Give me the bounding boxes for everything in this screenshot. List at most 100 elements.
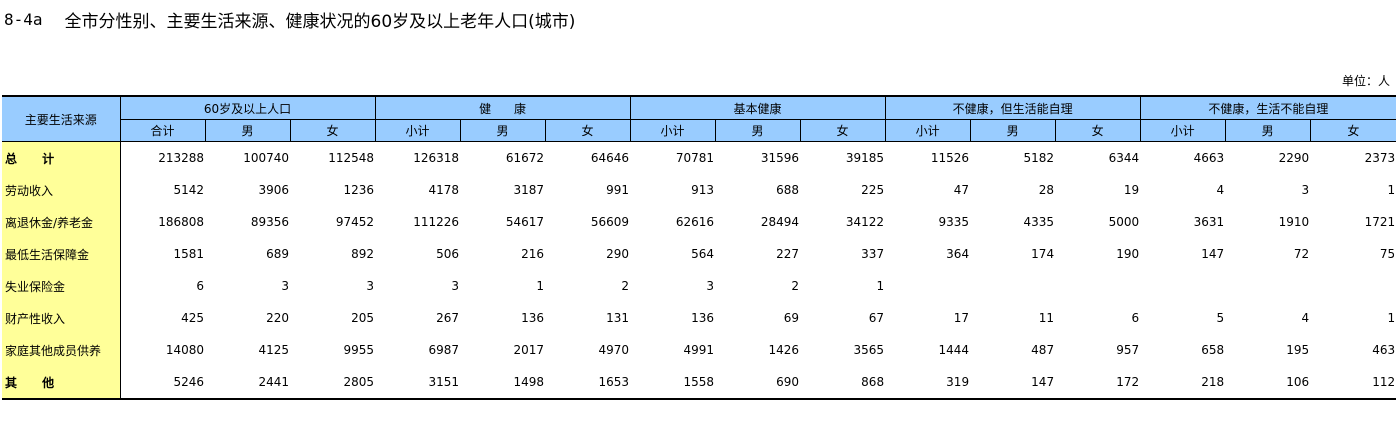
table-cell: 658	[1201, 343, 1225, 357]
column-header: 小计	[885, 119, 971, 142]
group-header: 不健康，但生活能自理	[885, 95, 1141, 120]
table-cell: 136	[691, 311, 715, 325]
table-cell: 3	[1301, 183, 1310, 197]
table-cell: 28	[1038, 183, 1055, 197]
table-row: 总 计 213288 100740 112548 126318 61672 64646 707…	[2, 141, 1396, 174]
table-cell: 112548	[328, 151, 375, 165]
table-row: 失业保险金 6 3 3 3 1 2 3 2 1	[2, 270, 1396, 302]
table-cell: 4178	[428, 183, 460, 197]
table-cell: 1	[1387, 311, 1396, 325]
table-cell: 2	[791, 279, 800, 293]
table-cell: 64646	[590, 151, 630, 165]
column-header: 男	[1225, 119, 1311, 142]
table-cell: 2373	[1364, 151, 1396, 165]
table-cell: 2441	[205, 366, 290, 400]
table-cell: 6	[196, 279, 204, 293]
column-header: 合计	[120, 119, 206, 142]
table-cell: 3565	[853, 343, 885, 357]
table-cell: 1558	[630, 366, 716, 400]
table-cell: 1910	[1278, 215, 1310, 229]
table-cell: 89356	[250, 215, 289, 229]
table-cell: 991	[606, 183, 630, 197]
table-cell: 56609	[590, 215, 630, 229]
table-cell: 28494	[760, 215, 800, 229]
table-cell: 506	[436, 247, 460, 261]
table-cell	[1225, 270, 1310, 302]
table-cell: 337	[861, 247, 885, 261]
row-label: 财产性收入	[2, 302, 121, 334]
page-title: 8-4a 全市分性别、主要生活来源、健康状况的60岁及以上老年人口(城市)	[4, 6, 575, 32]
row-label: 最低生活保障金	[2, 238, 121, 270]
table-cell: 75	[1379, 247, 1396, 261]
table-cell: 290	[606, 247, 630, 261]
table-cell: 913	[691, 183, 715, 197]
table-cell: 17	[953, 311, 970, 325]
column-header: 女	[800, 119, 886, 142]
group-header: 健 康	[375, 95, 631, 120]
table-cell: 69	[783, 311, 800, 325]
table-cell: 11526	[930, 151, 970, 165]
table-cell: 9955	[343, 343, 375, 357]
table-cell	[1140, 270, 1225, 302]
table-cell: 5182	[1023, 151, 1055, 165]
table-row: 家庭其他成员供养 14080 4125 9955 6987 2017 4970 4991 142…	[2, 334, 1396, 366]
table-cell: 147	[1201, 247, 1225, 261]
table-cell: 136	[521, 311, 545, 325]
table-cell: 1	[536, 279, 545, 293]
table-cell: 6	[1131, 311, 1140, 325]
data-table: 主要生活来源 60岁及以上人口 健 康 基本健康 不健康，但生活能自理 不健康，…	[2, 95, 1396, 400]
table-cell: 100740	[243, 151, 289, 165]
table-cell: 688	[776, 183, 800, 197]
table-cell: 319	[885, 366, 971, 400]
table-cell: 2290	[1278, 151, 1310, 165]
group-header: 60岁及以上人口	[120, 95, 376, 120]
table-cell: 267	[436, 311, 460, 325]
table-cell: 39185	[845, 151, 885, 165]
table-cell: 1581	[173, 247, 204, 261]
table-cell: 67	[868, 311, 885, 325]
table-cell: 4335	[1023, 215, 1055, 229]
table-row: 离退休金/养老金 186808 89356 97452 111226 54617 56609…	[2, 206, 1396, 238]
table-cell: 6987	[428, 343, 460, 357]
table-cell: 4970	[598, 343, 630, 357]
table-code: 8-4a	[4, 9, 43, 29]
table-cell: 172	[1055, 366, 1141, 400]
table-cell: 216	[521, 247, 545, 261]
table-cell: 690	[715, 366, 801, 400]
table-cell: 868	[800, 366, 886, 400]
column-header: 男	[205, 119, 291, 142]
table-cell: 1	[1387, 183, 1396, 197]
row-label: 总 计	[2, 141, 121, 174]
table-cell: 5246	[120, 366, 205, 400]
table-cell: 72	[1293, 247, 1310, 261]
table-cell: 5142	[173, 183, 204, 197]
table-cell: 2805	[290, 366, 376, 400]
table-cell: 957	[1116, 343, 1140, 357]
table-cell: 2017	[513, 343, 545, 357]
row-label: 家庭其他成员供养	[2, 334, 121, 366]
table-cell: 34122	[845, 215, 885, 229]
table-cell: 9335	[938, 215, 970, 229]
table-cell: 1	[876, 279, 885, 293]
table-cell: 205	[351, 311, 375, 325]
table-cell: 227	[776, 247, 800, 261]
table-cell: 106	[1225, 366, 1311, 400]
table-cell: 3	[281, 279, 289, 293]
table-cell	[885, 270, 970, 302]
table-cell: 190	[1116, 247, 1140, 261]
table-cell: 2	[621, 279, 630, 293]
table-cell: 31596	[760, 151, 800, 165]
table-cell: 1426	[768, 343, 800, 357]
table-cell: 195	[1286, 343, 1310, 357]
table-cell: 3	[706, 279, 715, 293]
column-header: 小计	[1140, 119, 1226, 142]
column-header: 女	[545, 119, 631, 142]
row-label: 其 他	[2, 366, 121, 400]
table-cell: 5000	[1108, 215, 1140, 229]
table-cell: 1721	[1364, 215, 1396, 229]
column-header: 女	[1055, 119, 1141, 142]
column-header: 女	[1310, 119, 1396, 142]
table-cell: 174	[1031, 247, 1055, 261]
table-cell: 892	[351, 247, 375, 261]
table-cell: 1236	[343, 183, 375, 197]
